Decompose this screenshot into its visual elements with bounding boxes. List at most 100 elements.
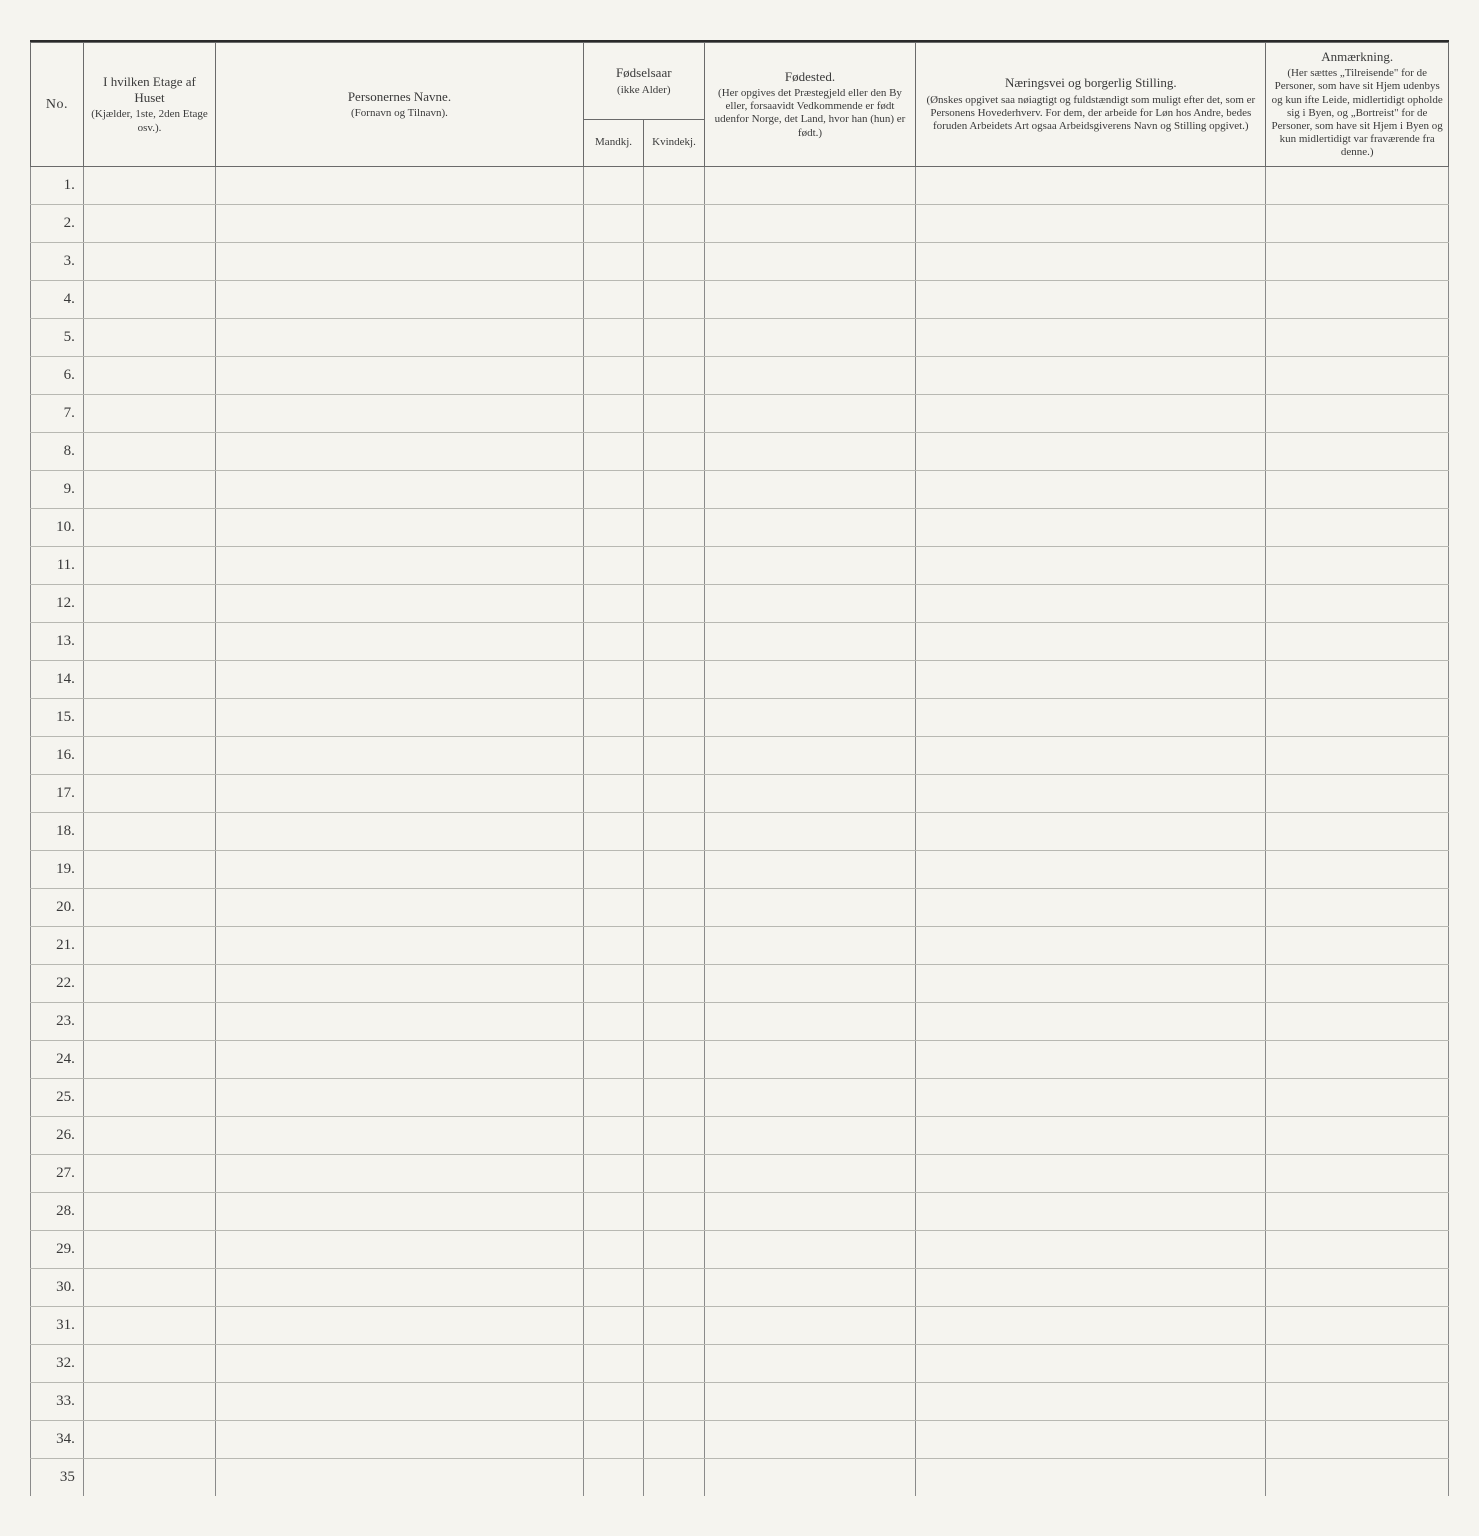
empty-cell bbox=[216, 1116, 584, 1154]
empty-cell bbox=[83, 1268, 215, 1306]
row-number: 16. bbox=[31, 736, 84, 774]
empty-cell bbox=[644, 888, 704, 926]
table-row: 5. bbox=[31, 318, 1449, 356]
empty-cell bbox=[216, 850, 584, 888]
table-row: 3. bbox=[31, 242, 1449, 280]
row-number: 5. bbox=[31, 318, 84, 356]
empty-cell bbox=[644, 1230, 704, 1268]
empty-cell bbox=[704, 394, 916, 432]
empty-cell bbox=[83, 888, 215, 926]
col-fodested-sub: (Her opgives det Præstegjeld eller den B… bbox=[709, 87, 912, 140]
empty-cell bbox=[583, 698, 643, 736]
empty-cell bbox=[704, 1040, 916, 1078]
empty-cell bbox=[704, 774, 916, 812]
empty-cell bbox=[216, 888, 584, 926]
table-row: 26. bbox=[31, 1116, 1449, 1154]
empty-cell bbox=[83, 166, 215, 204]
empty-cell bbox=[83, 812, 215, 850]
row-number: 2. bbox=[31, 204, 84, 242]
table-row: 8. bbox=[31, 432, 1449, 470]
empty-cell bbox=[916, 660, 1266, 698]
empty-cell bbox=[1266, 470, 1449, 508]
row-number: 9. bbox=[31, 470, 84, 508]
empty-cell bbox=[216, 622, 584, 660]
empty-cell bbox=[916, 926, 1266, 964]
row-number: 8. bbox=[31, 432, 84, 470]
empty-cell bbox=[644, 660, 704, 698]
col-etage-sub: (Kjælder, 1ste, 2den Etage osv.). bbox=[88, 108, 211, 134]
empty-cell bbox=[83, 622, 215, 660]
empty-cell bbox=[216, 1306, 584, 1344]
empty-cell bbox=[916, 1306, 1266, 1344]
empty-cell bbox=[704, 1002, 916, 1040]
table-row: 22. bbox=[31, 964, 1449, 1002]
empty-cell bbox=[916, 1344, 1266, 1382]
empty-cell bbox=[916, 242, 1266, 280]
empty-cell bbox=[644, 1078, 704, 1116]
empty-cell bbox=[583, 508, 643, 546]
empty-cell bbox=[216, 166, 584, 204]
empty-cell bbox=[704, 1306, 916, 1344]
empty-cell bbox=[916, 166, 1266, 204]
empty-cell bbox=[1266, 660, 1449, 698]
table-row: 15. bbox=[31, 698, 1449, 736]
col-etage-label: I hvilken Etage af Huset bbox=[103, 74, 196, 105]
empty-cell bbox=[704, 888, 916, 926]
empty-cell bbox=[916, 622, 1266, 660]
empty-cell bbox=[1266, 1344, 1449, 1382]
row-number: 28. bbox=[31, 1192, 84, 1230]
empty-cell bbox=[216, 1230, 584, 1268]
empty-cell bbox=[916, 1002, 1266, 1040]
empty-cell bbox=[583, 242, 643, 280]
empty-cell bbox=[216, 508, 584, 546]
col-anmaerkning-label: Anmærkning. bbox=[1321, 49, 1393, 64]
empty-cell bbox=[916, 1154, 1266, 1192]
empty-cell bbox=[916, 1420, 1266, 1458]
empty-cell bbox=[916, 1192, 1266, 1230]
empty-cell bbox=[916, 318, 1266, 356]
row-number: 35 bbox=[31, 1458, 84, 1496]
empty-cell bbox=[216, 546, 584, 584]
empty-cell bbox=[583, 1002, 643, 1040]
empty-cell bbox=[704, 1192, 916, 1230]
empty-cell bbox=[583, 1458, 643, 1496]
empty-cell bbox=[1266, 1078, 1449, 1116]
empty-cell bbox=[704, 736, 916, 774]
empty-cell bbox=[916, 1268, 1266, 1306]
empty-cell bbox=[644, 1420, 704, 1458]
empty-cell bbox=[583, 280, 643, 318]
empty-cell bbox=[704, 356, 916, 394]
empty-cell bbox=[583, 926, 643, 964]
empty-cell bbox=[83, 1306, 215, 1344]
empty-cell bbox=[644, 584, 704, 622]
empty-cell bbox=[916, 850, 1266, 888]
empty-cell bbox=[704, 1078, 916, 1116]
empty-cell bbox=[1266, 204, 1449, 242]
empty-cell bbox=[583, 774, 643, 812]
empty-cell bbox=[583, 1382, 643, 1420]
empty-cell bbox=[1266, 280, 1449, 318]
empty-cell bbox=[704, 1116, 916, 1154]
empty-cell bbox=[583, 660, 643, 698]
empty-cell bbox=[216, 964, 584, 1002]
row-number: 25. bbox=[31, 1078, 84, 1116]
col-fodselsaar: Fødselsaar (ikke Alder) bbox=[583, 43, 704, 120]
empty-cell bbox=[644, 774, 704, 812]
table-row: 6. bbox=[31, 356, 1449, 394]
empty-cell bbox=[916, 1078, 1266, 1116]
empty-cell bbox=[216, 660, 584, 698]
table-row: 24. bbox=[31, 1040, 1449, 1078]
row-number: 24. bbox=[31, 1040, 84, 1078]
empty-cell bbox=[644, 546, 704, 584]
empty-cell bbox=[644, 242, 704, 280]
empty-cell bbox=[583, 850, 643, 888]
table-row: 34. bbox=[31, 1420, 1449, 1458]
empty-cell bbox=[583, 166, 643, 204]
empty-cell bbox=[1266, 888, 1449, 926]
row-number: 11. bbox=[31, 546, 84, 584]
empty-cell bbox=[1266, 1116, 1449, 1154]
empty-cell bbox=[1266, 964, 1449, 1002]
empty-cell bbox=[583, 1154, 643, 1192]
col-etage: I hvilken Etage af Huset (Kjælder, 1ste,… bbox=[83, 43, 215, 167]
empty-cell bbox=[704, 204, 916, 242]
